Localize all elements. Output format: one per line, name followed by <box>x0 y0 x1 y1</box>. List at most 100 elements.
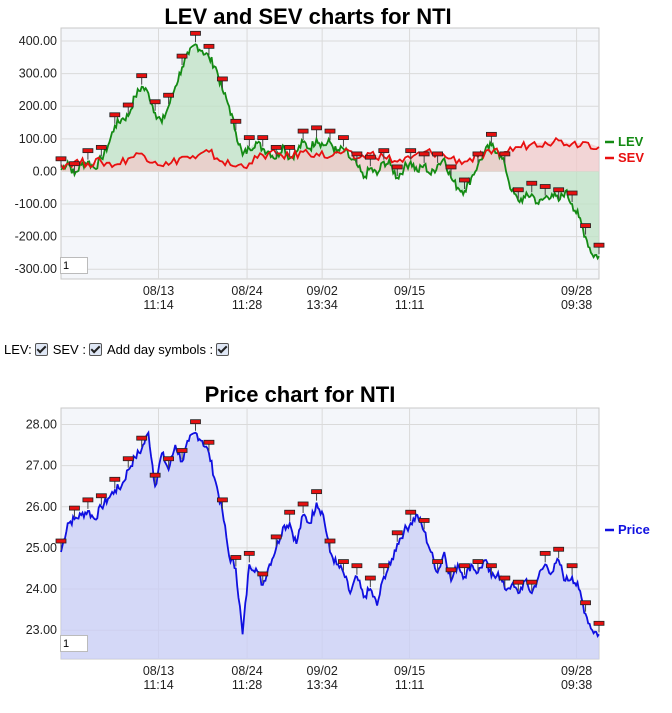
x-tick-date: 08/13 <box>143 664 174 678</box>
day-symbol <box>566 563 578 569</box>
day-symbol <box>432 559 444 564</box>
day-symbol <box>176 53 188 59</box>
x-tick-time: 09:38 <box>561 678 592 692</box>
x-tick-time: 13:34 <box>307 678 338 692</box>
x-tick-time: 11:11 <box>395 678 424 692</box>
x-tick-date: 09/02 <box>307 284 338 298</box>
price-plot-area[interactable]: 28.00 27.00 26.00 25.00 24.00 23.00 08/1311:14… <box>26 407 650 692</box>
day-symbol <box>526 180 538 186</box>
day-symbols-checkbox-label: Add day symbols : <box>106 342 214 357</box>
day-symbol <box>566 190 578 196</box>
day-symbol <box>82 497 94 503</box>
day-symbol <box>472 151 484 157</box>
zoom-input[interactable]: 1 <box>60 635 88 652</box>
y-tick-label: 100.00 <box>19 132 57 146</box>
day-symbol <box>338 135 349 141</box>
series-area <box>61 140 599 172</box>
day-symbols-checkbox[interactable] <box>216 343 230 356</box>
day-symbol <box>69 505 80 511</box>
zoom-input[interactable]: 1 <box>60 257 88 274</box>
day-symbol <box>580 600 591 606</box>
x-tick-date: 09/28 <box>561 664 592 678</box>
day-symbol <box>163 456 175 462</box>
lev-sev-plot-area[interactable]: 400.00 300.00 200.00 100.00 0.00 -100.00 -200.… <box>15 27 645 312</box>
day-symbol <box>485 563 497 569</box>
y-tick-label: 28.00 <box>26 417 57 431</box>
day-symbol <box>69 161 80 167</box>
legend-label: SEV <box>618 150 644 165</box>
day-symbol <box>445 164 457 170</box>
day-symbol <box>364 575 376 581</box>
day-symbol <box>418 518 430 523</box>
day-symbol <box>445 567 457 573</box>
day-symbol <box>364 154 376 160</box>
x-tick-date: 09/02 <box>307 664 338 678</box>
y-tick-label: -300.00 <box>15 262 57 276</box>
day-symbol <box>391 164 403 170</box>
series-line <box>60 136 600 171</box>
y-tick-label: -100.00 <box>15 197 57 211</box>
day-symbol <box>311 125 322 131</box>
day-symbol <box>136 73 148 79</box>
lev-checkbox[interactable] <box>34 343 48 356</box>
lev-sev-chart: LEV and SEV charts for NTI 400.00 300.00 2… <box>15 4 645 312</box>
day-symbol <box>95 144 107 150</box>
day-symbol <box>459 563 470 569</box>
sev-checkbox-label: SEV : <box>52 342 86 357</box>
series-area <box>61 44 599 257</box>
x-tick-time: 13:34 <box>307 298 338 312</box>
day-symbol <box>391 530 403 536</box>
day-symbol <box>405 509 417 515</box>
day-symbol <box>203 43 215 49</box>
day-symbol <box>243 135 255 141</box>
day-symbol <box>284 144 296 150</box>
day-symbol <box>512 579 524 585</box>
y-tick-label: 300.00 <box>19 67 57 81</box>
x-tick-date: 08/24 <box>231 664 262 678</box>
day-symbol <box>109 112 121 118</box>
day-symbol <box>499 575 511 581</box>
x-tick-time: 11:28 <box>232 298 262 312</box>
y-tick-label: 24.00 <box>26 582 57 596</box>
series-area <box>61 432 599 659</box>
day-symbol <box>163 92 175 98</box>
day-symbol <box>109 476 121 482</box>
day-symbol <box>539 550 551 556</box>
x-tick-time: 11:14 <box>143 298 173 312</box>
day-symbol <box>351 563 363 569</box>
day-symbol <box>418 151 430 157</box>
legend-label: LEV <box>618 134 644 149</box>
day-symbol <box>122 456 134 462</box>
day-symbol <box>149 472 161 478</box>
day-symbol <box>580 223 591 229</box>
day-symbol <box>593 242 605 248</box>
day-symbol <box>324 128 336 134</box>
day-symbol <box>190 419 201 425</box>
x-tick-time: 09:38 <box>561 298 592 312</box>
day-symbol <box>257 571 269 577</box>
day-symbol <box>55 156 67 162</box>
day-symbol <box>270 144 282 150</box>
day-symbol <box>485 131 497 137</box>
y-tick-label: 0.00 <box>33 164 57 178</box>
day-symbol <box>243 550 255 556</box>
x-tick-date: 09/15 <box>394 664 425 678</box>
y-tick-label: -200.00 <box>15 230 57 244</box>
x-tick-time: 11:28 <box>232 678 262 692</box>
day-symbol <box>593 620 605 626</box>
day-symbol <box>230 555 242 560</box>
day-symbol <box>203 439 215 445</box>
y-tick-label: 27.00 <box>26 459 57 473</box>
legend-label: Price <box>618 522 650 537</box>
sev-checkbox[interactable] <box>88 343 102 356</box>
day-symbol <box>553 187 565 193</box>
y-tick-label: 200.00 <box>19 99 57 113</box>
x-tick-date: 09/28 <box>561 284 592 298</box>
day-symbol <box>459 177 470 183</box>
day-symbol <box>257 135 269 141</box>
chart-title: Price chart for NTI <box>205 382 396 407</box>
day-symbol <box>539 184 551 189</box>
x-tick-date: 08/13 <box>143 284 174 298</box>
price-chart: Price chart for NTI 28.00 27.00 26.00 25.00… <box>26 382 650 692</box>
series-line <box>60 430 600 639</box>
